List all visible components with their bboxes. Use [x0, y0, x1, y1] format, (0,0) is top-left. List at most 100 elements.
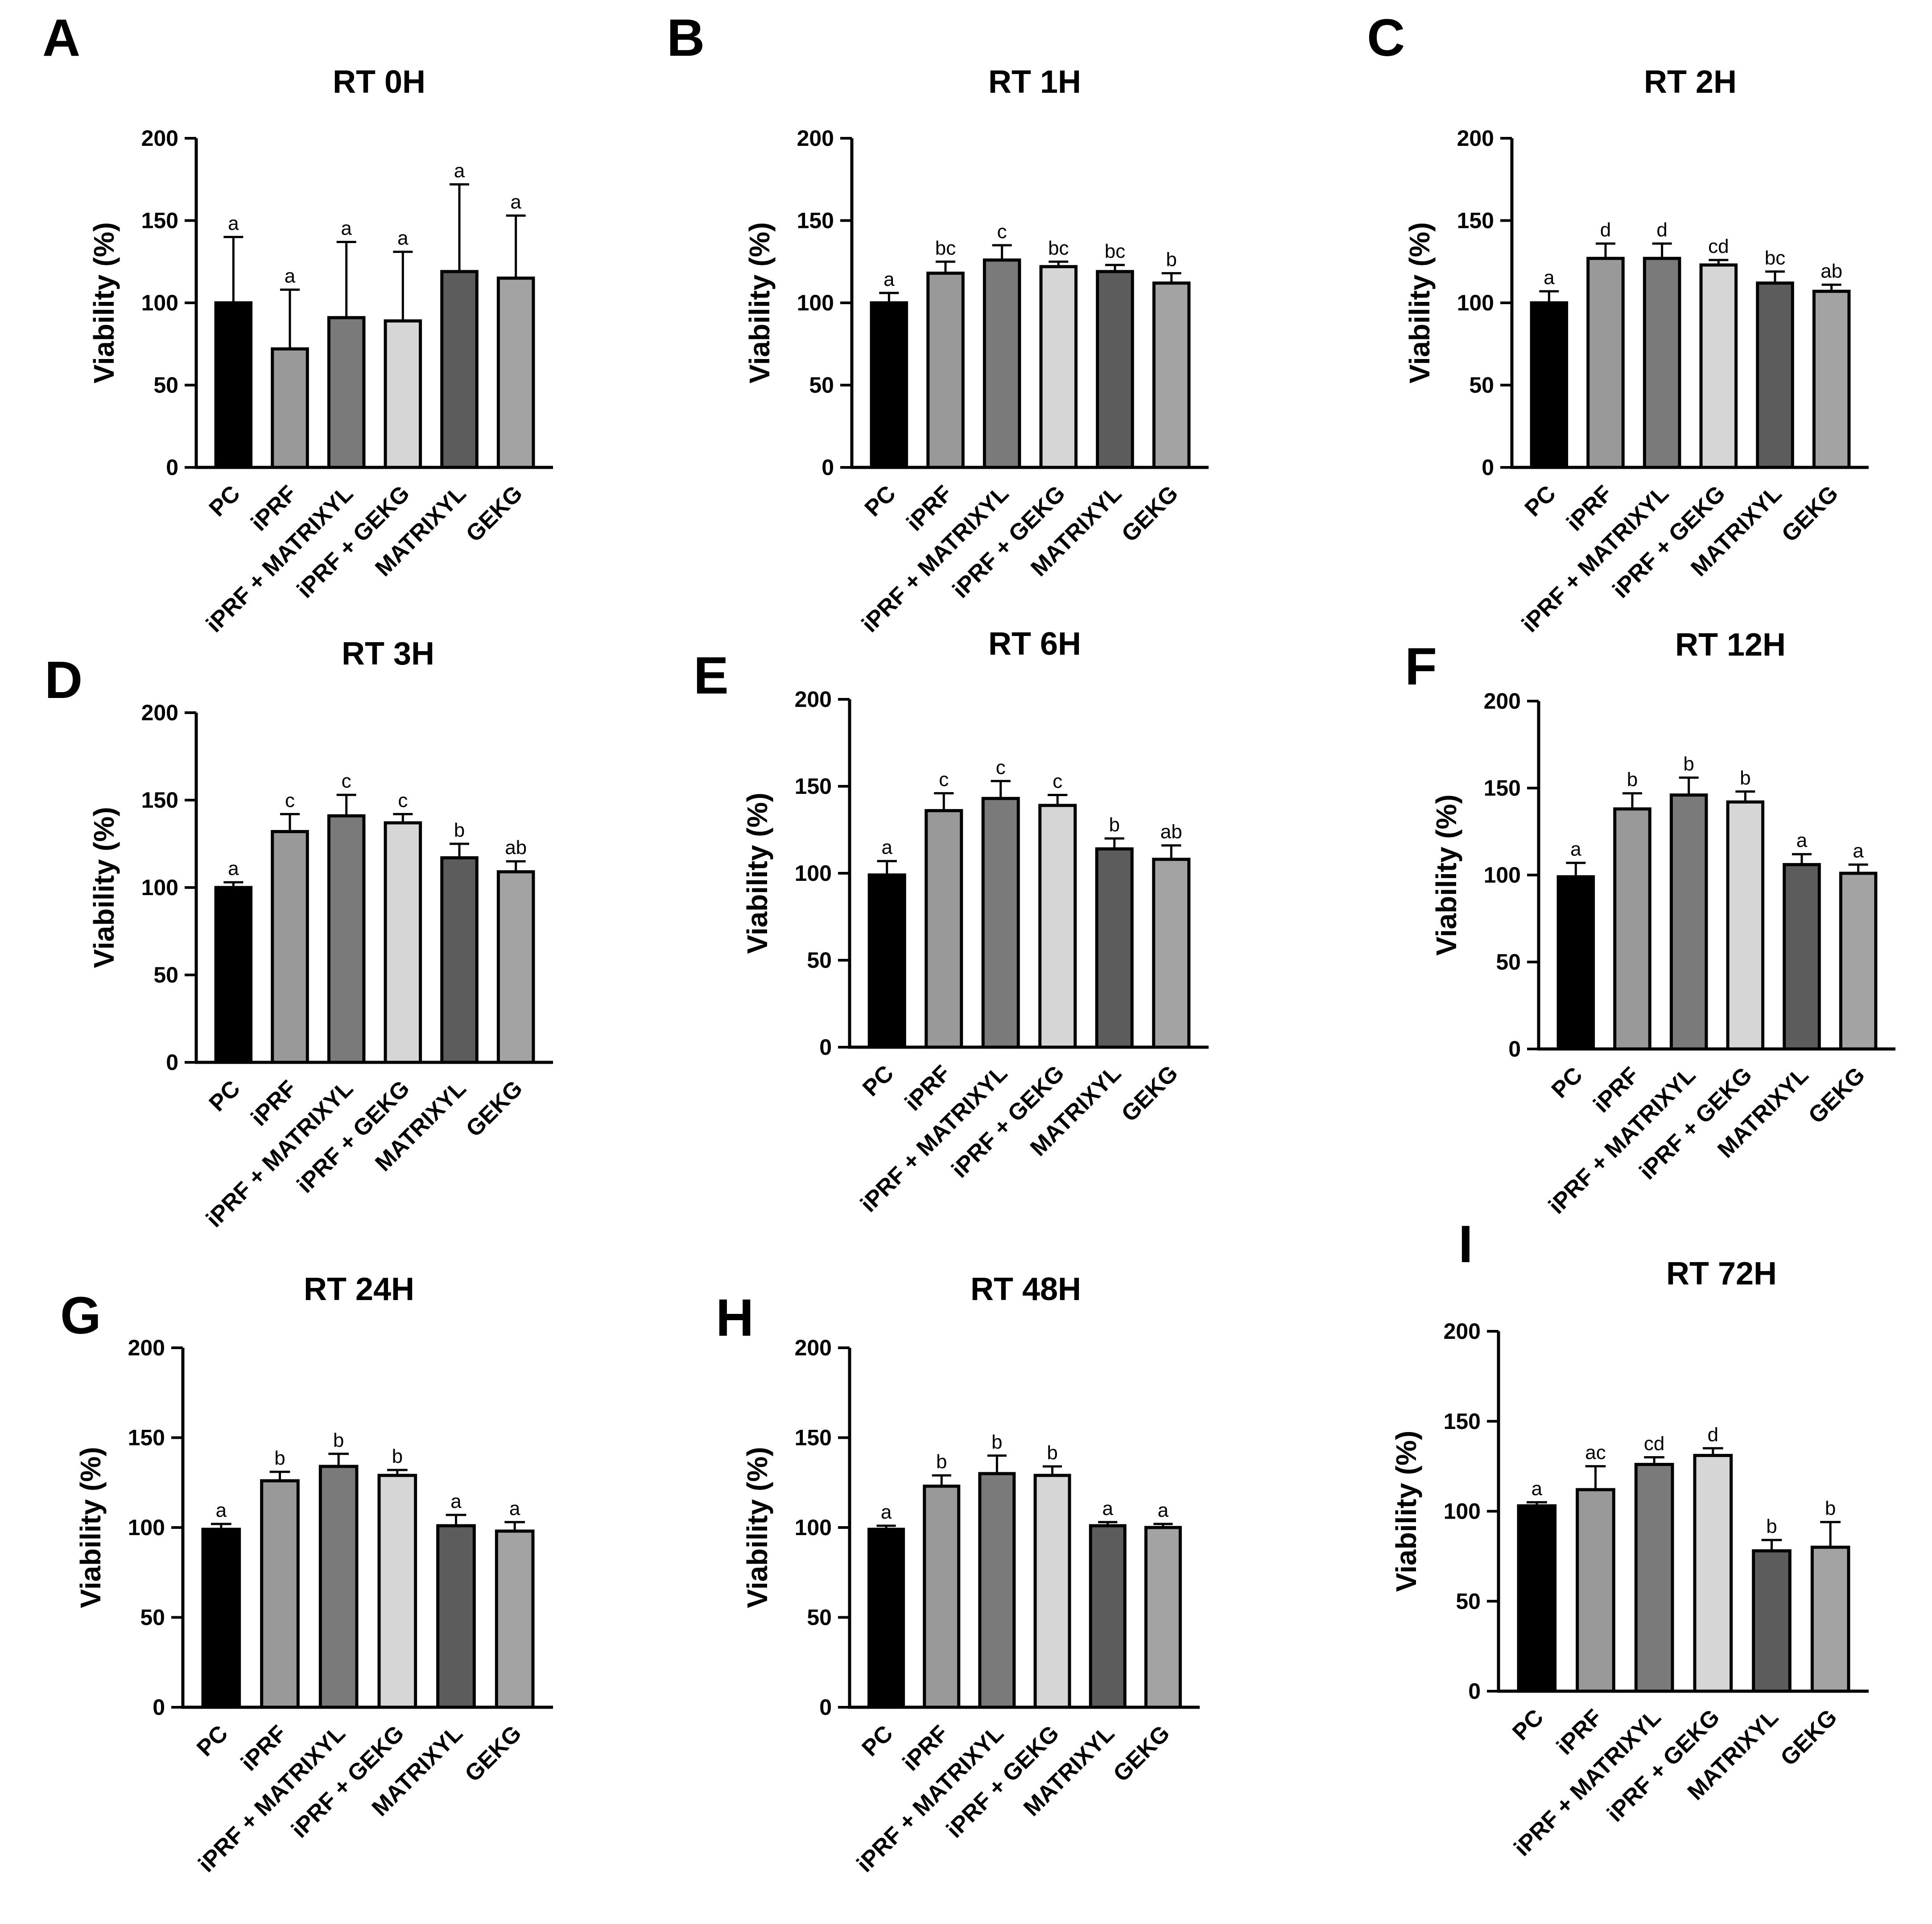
significance-label: b — [392, 1445, 403, 1467]
bar — [1643, 256, 1681, 469]
significance-label: b — [1766, 1515, 1777, 1537]
bar — [271, 830, 309, 1064]
significance-label: a — [1532, 1478, 1543, 1499]
bar — [1152, 858, 1191, 1049]
bar — [1613, 807, 1651, 1051]
y-tick-label: 50 — [1496, 950, 1521, 974]
chart-title: RT 3H — [342, 636, 434, 672]
significance-label: bc — [1048, 237, 1069, 259]
y-tick-label: 0 — [1508, 1036, 1521, 1061]
significance-label: c — [939, 769, 949, 791]
significance-label: b — [1683, 753, 1694, 775]
panel-i: I RT 72H 0 50 100 150 200 Viability (%) a PC ac iPR… — [1390, 1215, 1869, 1861]
bar — [440, 270, 479, 469]
bar — [1810, 1545, 1850, 1693]
chart-title: RT 72H — [1666, 1256, 1777, 1292]
x-tick-label: GEKG — [1116, 1060, 1183, 1127]
bar — [1152, 281, 1191, 469]
bar — [1038, 804, 1077, 1049]
x-tick-label: GEKG — [460, 1720, 526, 1787]
y-tick-label: 200 — [797, 126, 834, 151]
x-tick-label: PC — [1547, 1062, 1588, 1103]
significance-label: b — [333, 1429, 344, 1451]
significance-label: d — [1708, 1424, 1718, 1445]
y-axis-label: Viability (%) — [1430, 794, 1462, 956]
y-tick-label: 200 — [795, 687, 832, 712]
panel-letter: H — [716, 1288, 754, 1347]
bar — [214, 886, 253, 1064]
significance-label: a — [216, 1499, 227, 1521]
y-tick-label: 100 — [1444, 1499, 1481, 1524]
bar — [870, 301, 908, 469]
significance-label: a — [1544, 267, 1555, 289]
bar — [1556, 875, 1595, 1051]
significance-label: a — [454, 160, 465, 182]
chart-title: RT 24H — [304, 1272, 414, 1307]
bar — [496, 870, 535, 1064]
y-tick-label: 150 — [141, 208, 178, 233]
significance-label: c — [285, 789, 295, 811]
bar — [978, 1472, 1016, 1709]
bar — [1669, 793, 1708, 1051]
significance-label: a — [285, 265, 296, 287]
bar — [983, 258, 1021, 469]
x-tick-label: GEKG — [1108, 1720, 1175, 1787]
panel-letter: B — [667, 8, 705, 67]
significance-label: a — [883, 268, 895, 290]
significance-label: b — [1740, 767, 1750, 789]
bar — [981, 797, 1020, 1049]
bar — [271, 347, 309, 469]
y-tick-label: 150 — [1444, 1409, 1481, 1434]
panel-letter: G — [60, 1286, 101, 1345]
bar — [923, 1484, 961, 1709]
bar — [327, 814, 366, 1064]
significance-label: c — [997, 221, 1007, 243]
significance-label: b — [1047, 1442, 1057, 1464]
panel-letter: A — [42, 8, 80, 67]
x-tick-label: PC — [1507, 1704, 1548, 1745]
y-tick-label: 150 — [1484, 776, 1521, 801]
y-tick-label: 200 — [141, 126, 178, 151]
significance-label: ac — [1585, 1442, 1606, 1464]
significance-label: d — [1656, 219, 1667, 241]
x-tick-label: GEKG — [1775, 1704, 1842, 1771]
x-tick-label: PC — [857, 1720, 898, 1761]
bar — [1586, 256, 1625, 469]
bar — [260, 1479, 300, 1709]
significance-label: bc — [1105, 240, 1125, 262]
x-tick-label: iPRF — [236, 1720, 292, 1776]
panel-letter: E — [694, 646, 729, 705]
chart-title: RT 6H — [988, 626, 1081, 662]
y-tick-label: 200 — [1457, 126, 1494, 151]
bar — [1726, 800, 1765, 1051]
y-tick-label: 150 — [141, 788, 178, 813]
x-tick-label: PC — [1520, 480, 1561, 521]
significance-label: b — [991, 1431, 1002, 1453]
y-tick-label: 50 — [807, 1605, 832, 1630]
bar — [1039, 265, 1078, 469]
bar — [1634, 1463, 1674, 1693]
bar — [1089, 1524, 1127, 1709]
bar — [1576, 1488, 1615, 1693]
bar — [867, 1528, 905, 1709]
bar — [867, 873, 906, 1049]
x-tick-label: GEKG — [1804, 1062, 1870, 1128]
x-tick-label: GEKG — [461, 1075, 528, 1142]
panel-letter: F — [1405, 637, 1437, 696]
y-tick-label: 200 — [141, 700, 178, 725]
bar — [1144, 1526, 1182, 1709]
significance-label: cd — [1708, 235, 1729, 257]
significance-label: a — [510, 191, 521, 213]
y-tick-label: 100 — [795, 1515, 832, 1540]
y-axis-label: Viability (%) — [741, 793, 773, 954]
y-tick-label: 150 — [797, 208, 834, 233]
bar — [327, 316, 366, 469]
bar — [1812, 289, 1851, 469]
significance-label: b — [1825, 1498, 1836, 1519]
significance-label: c — [398, 789, 408, 811]
bar — [926, 272, 965, 469]
significance-label: c — [996, 756, 1006, 778]
y-tick-label: 200 — [1444, 1319, 1481, 1344]
